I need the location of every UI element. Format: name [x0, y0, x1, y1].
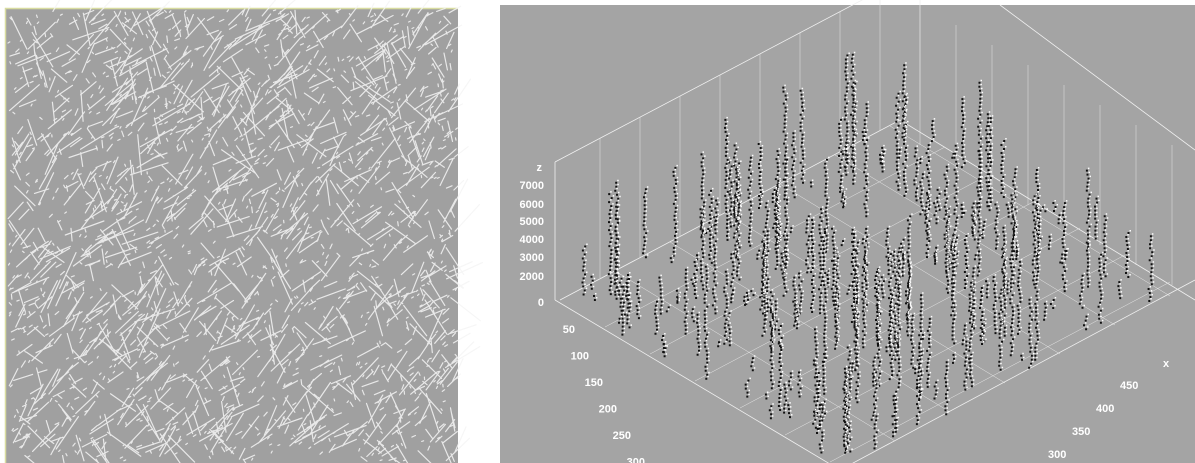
- z-tick-label: 5000: [520, 216, 544, 228]
- y-tick-label: 200: [599, 403, 617, 415]
- z-tick-label: 0: [538, 297, 544, 309]
- x-tick-label: 450: [1120, 380, 1138, 392]
- y-tick-label: 300: [627, 456, 645, 463]
- z-tick-label: 3000: [520, 252, 544, 264]
- z-tick-label: 4000: [520, 234, 544, 246]
- y-tick-label: 50: [563, 324, 575, 336]
- screen: z x 7000 6000 5000 4000 3000 2000 0 50 100 150 200…: [0, 0, 1195, 463]
- z-tick-label: 6000: [520, 199, 544, 211]
- y-tick-label: 250: [613, 430, 631, 442]
- x-axis-label: x: [1163, 358, 1170, 370]
- x-tick-label: 350: [1072, 426, 1090, 438]
- viewer: z x 7000 6000 5000 4000 3000 2000 0 50 100 150 200…: [0, 0, 1195, 463]
- y-tick-label: 150: [585, 377, 603, 389]
- y-tick-label: 100: [571, 350, 589, 362]
- z-tick-label: 7000: [520, 180, 544, 192]
- x-tick-label: 400: [1096, 403, 1114, 415]
- x-tick-label: 300: [1048, 449, 1066, 461]
- z-axis-label: z: [537, 162, 543, 174]
- z-tick-label: 2000: [520, 271, 544, 283]
